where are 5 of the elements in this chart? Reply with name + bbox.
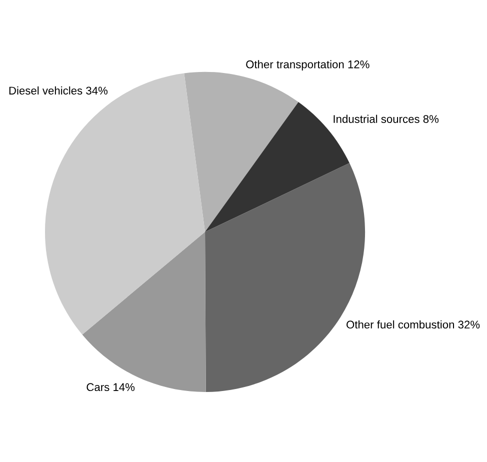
slice-label: Diesel vehicles 34% (9, 86, 108, 95)
slice-label: Other transportation 12% (246, 60, 370, 70)
slice-label: Cars 14% (86, 383, 135, 392)
slice-label: Other fuel combustion 32% (346, 320, 480, 329)
slice-label: Industrial sources 8% (334, 114, 439, 123)
